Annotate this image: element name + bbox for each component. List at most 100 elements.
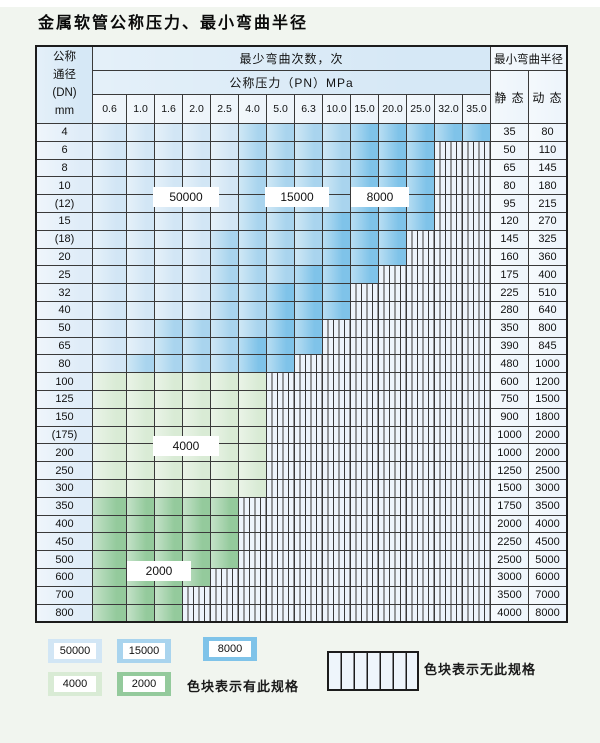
dn-cell: 150	[37, 408, 92, 426]
dn-cell: (12)	[37, 195, 92, 212]
spec-cell-none	[211, 604, 238, 622]
spec-cell-s8	[435, 124, 462, 141]
spec-cell-g4	[93, 479, 126, 497]
spec-cell-s50	[155, 124, 182, 141]
spec-cell-s15	[295, 212, 322, 230]
spec-cell-s15	[239, 319, 266, 337]
spec-cell-g2	[127, 515, 154, 533]
spec-cell-s50	[93, 319, 126, 337]
legend-swatch-2000: 2000	[117, 672, 171, 696]
spec-cell-none	[435, 177, 462, 195]
static-radius-cell: 160	[491, 248, 528, 266]
spec-cell-s15	[155, 319, 182, 337]
spec-cell-none	[267, 515, 294, 533]
spec-cell-none	[323, 462, 350, 479]
spec-cell-g2	[183, 533, 210, 551]
spec-cell-none	[435, 462, 462, 479]
spec-cell-none	[211, 568, 238, 586]
static-radius-cell: 35	[491, 124, 528, 141]
spec-cell-s50	[93, 212, 126, 230]
spec-cell-g4	[93, 373, 126, 390]
spec-cell-none	[323, 426, 350, 444]
bend-times-header: 最少弯曲次数，次	[93, 47, 490, 70]
pressure-col-header: 5.0	[267, 95, 294, 123]
spec-cell-s15	[239, 159, 266, 177]
spec-cell-none	[239, 515, 266, 533]
legend-swatch-4000: 4000	[48, 672, 102, 696]
spec-cell-s50	[183, 266, 210, 284]
spec-cell-none	[463, 604, 490, 622]
spec-cell-none	[267, 604, 294, 622]
spec-cell-s50	[155, 301, 182, 319]
spec-cell-s8	[379, 159, 406, 177]
spec-cell-s8	[379, 212, 406, 230]
dynamic-radius-cell: 1500	[529, 390, 566, 408]
spec-cell-none	[379, 337, 406, 355]
spec-cell-none	[407, 462, 434, 479]
spec-cell-none	[435, 444, 462, 462]
spec-cell-none	[379, 497, 406, 515]
corner-header-dn: 公称 通径 (DN) mm	[37, 47, 92, 123]
spec-cell-none	[463, 230, 490, 248]
spec-cell-none	[435, 568, 462, 586]
spec-cell-none	[407, 355, 434, 373]
spec-cell-none	[239, 568, 266, 586]
static-radius-cell: 4000	[491, 604, 528, 622]
spec-cell-none	[435, 230, 462, 248]
spec-cell-s15	[267, 266, 294, 284]
spec-cell-g4	[211, 462, 238, 479]
spec-cell-none	[463, 586, 490, 604]
spec-cell-none	[239, 533, 266, 551]
spec-cell-none	[379, 533, 406, 551]
spec-cell-s50	[127, 230, 154, 248]
corner-line-4: mm	[54, 104, 75, 117]
spec-cell-none	[295, 586, 322, 604]
spec-cell-none	[351, 533, 378, 551]
spec-cell-g4	[155, 408, 182, 426]
spec-cell-s15	[239, 124, 266, 141]
spec-cell-s50	[93, 177, 126, 195]
spec-cell-s15	[323, 159, 350, 177]
spec-cell-s50	[93, 355, 126, 373]
spec-cell-g2	[183, 497, 210, 515]
spec-cell-s50	[155, 212, 182, 230]
spec-cell-none	[379, 390, 406, 408]
spec-cell-none	[267, 586, 294, 604]
spec-cell-none	[267, 479, 294, 497]
spec-cell-none	[463, 479, 490, 497]
spec-cell-s50	[211, 124, 238, 141]
spec-cell-g4	[127, 426, 154, 444]
spec-cell-none	[379, 604, 406, 622]
spec-cell-s8	[407, 159, 434, 177]
spec-cell-none	[295, 408, 322, 426]
spec-cell-none	[323, 390, 350, 408]
spec-cell-none	[295, 515, 322, 533]
spec-cell-none	[435, 141, 462, 159]
spec-cell-none	[463, 319, 490, 337]
spec-cell-s8	[407, 124, 434, 141]
spec-cell-none	[435, 390, 462, 408]
spec-cell-none	[295, 390, 322, 408]
spec-cell-none	[407, 301, 434, 319]
spec-cell-none	[435, 604, 462, 622]
spec-cell-s8	[323, 248, 350, 266]
spec-cell-s15	[239, 248, 266, 266]
static-radius-cell: 3000	[491, 568, 528, 586]
spec-cell-none	[463, 266, 490, 284]
spec-cell-s50	[93, 141, 126, 159]
nominal-pressure-header: 公称压力（PN）MPa	[93, 71, 490, 94]
spec-cell-none	[351, 568, 378, 586]
dynamic-radius-cell: 360	[529, 248, 566, 266]
dn-cell: 20	[37, 248, 92, 266]
static-radius-cell: 2000	[491, 515, 528, 533]
spec-cell-s50	[155, 284, 182, 301]
spec-cell-g4	[93, 444, 126, 462]
spec-cell-none	[351, 586, 378, 604]
static-radius-cell: 390	[491, 337, 528, 355]
spec-cell-s50	[211, 159, 238, 177]
spec-cell-none	[407, 408, 434, 426]
spec-cell-s50	[93, 124, 126, 141]
spec-cell-none	[407, 586, 434, 604]
spec-cell-g4	[155, 479, 182, 497]
spec-cell-g2	[93, 497, 126, 515]
